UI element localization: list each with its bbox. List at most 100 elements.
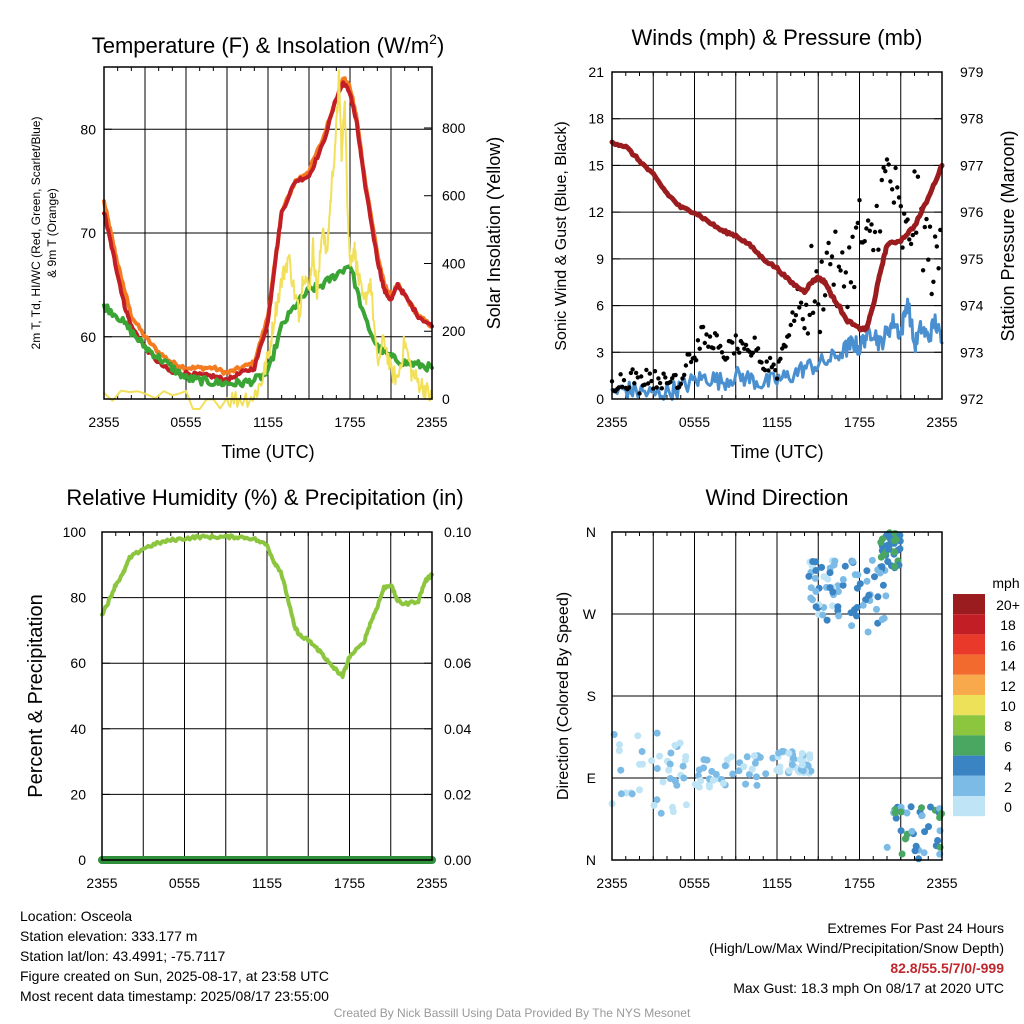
gust-point (898, 204, 903, 209)
direction-point (812, 588, 820, 595)
gust-point (683, 363, 689, 368)
gust-point (838, 268, 843, 273)
gust-point (773, 368, 778, 373)
direction-point (729, 770, 737, 778)
legend-label-7: 6 (1004, 738, 1012, 754)
direction-point (653, 729, 661, 737)
gust-point (694, 358, 699, 363)
station-location: Location: Osceola (20, 908, 133, 924)
gust-point (651, 386, 656, 391)
legend-swatch-1 (953, 614, 985, 635)
gust-point (848, 280, 854, 285)
gust-point (819, 259, 824, 264)
gust-point (829, 254, 835, 259)
gust-point (874, 203, 879, 209)
direction-point (865, 591, 873, 599)
direction-point (788, 761, 796, 769)
y-tick-label-left-2-0: 0 (78, 852, 86, 868)
x-tick-label-1-0: 2355 (596, 414, 627, 430)
direction-point (700, 764, 708, 772)
direction-point (830, 561, 838, 569)
direction-point (671, 741, 679, 749)
y-tick-label-left-3-3: W (583, 606, 597, 622)
credit-line: Created By Nick Bassill Using Data Provi… (333, 1006, 691, 1020)
x-tick-label-3-1: 0555 (679, 875, 710, 891)
y-tick-label-right-1-5: 977 (960, 157, 984, 173)
gust-point (891, 200, 897, 205)
gust-point (621, 378, 627, 383)
y-tick-label-right-2-5: 0.10 (444, 524, 471, 540)
direction-point (740, 763, 748, 771)
gust-point (907, 237, 912, 242)
y-tick-label-left-1-3: 9 (596, 251, 604, 267)
direction-point (709, 776, 717, 784)
gust-point (707, 334, 713, 339)
gust-point (663, 375, 668, 380)
y-tick-label-left-2-5: 100 (63, 524, 87, 540)
direction-point (829, 602, 837, 610)
direction-point (826, 569, 834, 577)
gust-point (657, 380, 663, 386)
direction-point (735, 767, 743, 775)
gust-point (883, 169, 888, 174)
direction-point (853, 612, 860, 620)
y-axis-label-temperature-line2: & 9m T (Orange) (45, 188, 59, 278)
direction-point (634, 732, 642, 740)
direction-point (915, 855, 923, 863)
legend-label-4: 12 (1000, 678, 1016, 694)
gust-point (804, 302, 809, 307)
y-tick-label-left-0-2: 80 (80, 121, 96, 137)
y-axis-label-direction: Direction (Colored By Speed) (555, 592, 572, 800)
x-tick-label-2-3: 1755 (334, 875, 365, 891)
gust-point (778, 356, 783, 361)
chart-title-direction: Wind Direction (705, 485, 848, 510)
gust-point (627, 385, 632, 390)
gust-point (661, 371, 666, 376)
gust-point (700, 324, 706, 330)
gust-point (828, 262, 833, 267)
gust-point (766, 368, 771, 373)
y-tick-label-right-1-4: 976 (960, 204, 984, 220)
direction-point (762, 770, 770, 778)
legend-label-8: 4 (1004, 759, 1012, 775)
direction-point (818, 563, 826, 571)
y-tick-label-left-2-1: 20 (70, 786, 86, 802)
direction-point (742, 780, 750, 788)
y-tick-label-left-1-1: 3 (596, 344, 604, 360)
gust-point (633, 370, 639, 376)
plot-frame-2 (101, 531, 433, 861)
gust-point (831, 282, 836, 287)
direction-point (878, 563, 886, 571)
gust-point (719, 350, 725, 355)
gust-point (750, 350, 756, 355)
gust-point (714, 333, 719, 338)
direction-point (891, 548, 898, 556)
gust-point (888, 179, 893, 184)
legend-swatch-2 (953, 634, 985, 655)
legend-swatch-9 (953, 775, 985, 796)
y-tick-label-left-3-0: N (586, 852, 596, 868)
gust-point (659, 386, 664, 391)
gust-point (747, 349, 752, 354)
gust-point (927, 224, 933, 229)
plot-frame-0 (103, 66, 433, 400)
direction-point (807, 584, 815, 592)
gust-point (656, 376, 661, 381)
plot-frame-1 (611, 71, 943, 400)
y-tick-label-right-0-1: 200 (442, 323, 466, 339)
figure-created: Figure created on Sun, 2025-08-17, at 23… (20, 968, 329, 984)
gust-point (702, 340, 707, 346)
x-axis-label-temperature: Time (UTC) (221, 442, 314, 462)
direction-point (883, 843, 891, 851)
x-tick-label-1-3: 1755 (844, 414, 875, 430)
direction-point (700, 756, 708, 764)
y-tick-label-right-2-1: 0.02 (444, 786, 471, 802)
gust-point (876, 247, 881, 252)
gust-point (824, 250, 829, 255)
gust-point (833, 229, 838, 234)
gust-point (912, 169, 917, 174)
direction-point (653, 796, 661, 804)
direction-point (666, 775, 674, 782)
gust-point (843, 270, 848, 275)
